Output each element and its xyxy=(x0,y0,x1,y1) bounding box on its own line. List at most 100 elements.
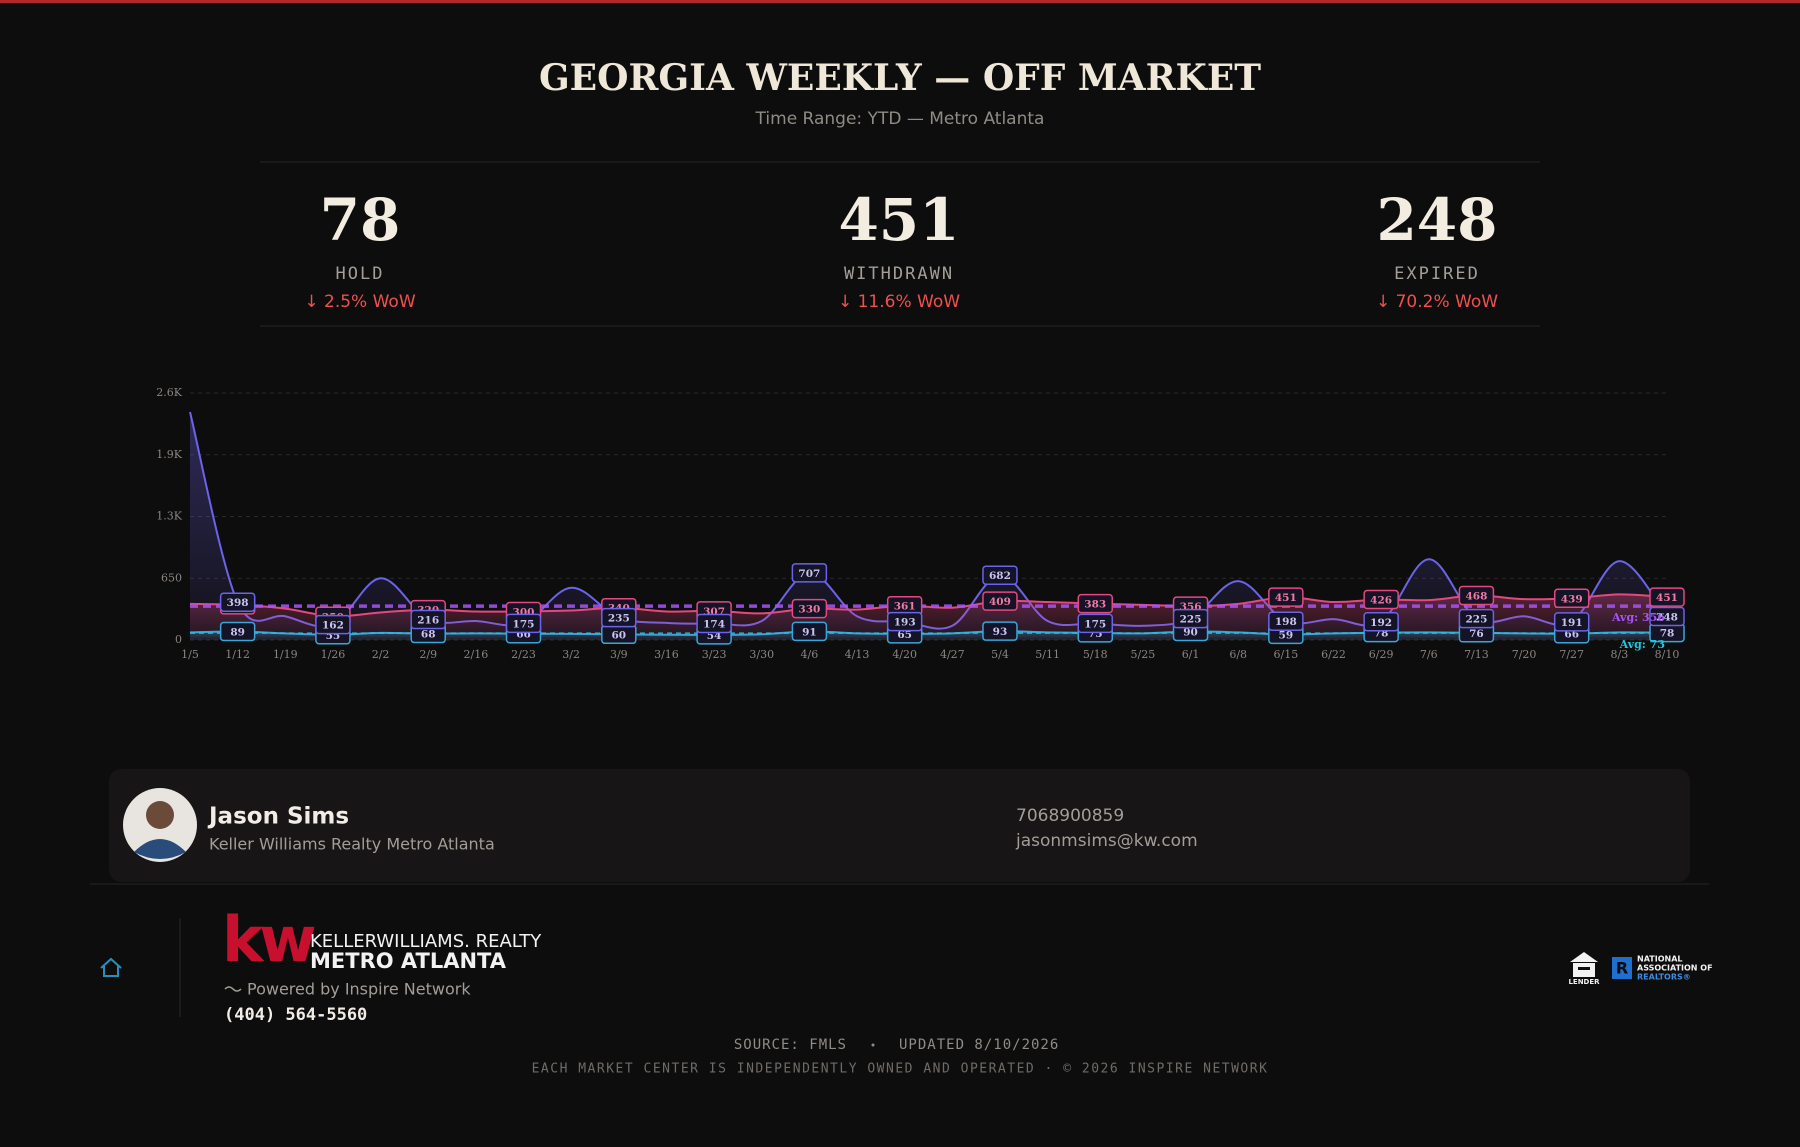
data-label: 216 xyxy=(417,614,439,626)
data-label-box xyxy=(696,613,732,634)
average-label: Avg: 73 xyxy=(1619,638,1665,651)
y-tick-label: 2.6K xyxy=(156,386,182,399)
agent-card xyxy=(109,769,1690,882)
x-tick-label: 4/6 xyxy=(801,648,819,661)
x-tick-label: 1/26 xyxy=(321,648,346,661)
data-label: 191 xyxy=(1561,617,1583,629)
kw-logo-mark: kw xyxy=(222,903,315,976)
data-label-box xyxy=(982,591,1018,611)
data-label-box xyxy=(601,607,637,628)
data-label: 235 xyxy=(608,613,630,625)
kw-logo-brand: KELLERWILLIAMS. REALTY xyxy=(310,931,542,952)
data-label: 426 xyxy=(1370,595,1392,607)
data-label: 59 xyxy=(1279,629,1294,641)
nar-text: REALTORS® xyxy=(1637,973,1691,982)
kpi-row: 78 HOLD ↓ 2.5% WoW 451 WITHDRAWN ↓ 11.6% WoW 2… xyxy=(304,186,1498,312)
data-label-box xyxy=(1363,612,1399,632)
data-label: 451 xyxy=(1275,592,1297,604)
data-label-box xyxy=(791,563,828,583)
x-tick-label: 7/20 xyxy=(1512,648,1537,661)
x-tick-label: 1/19 xyxy=(273,648,298,661)
x-tick-label: 4/13 xyxy=(845,648,870,661)
data-label: 225 xyxy=(1465,614,1487,626)
x-tick-label: 1/12 xyxy=(225,648,250,661)
source: SOURCE: FMLS xyxy=(734,1037,847,1053)
nar-text: ASSOCIATION OF xyxy=(1637,964,1713,973)
x-tick-label: 2/2 xyxy=(372,648,390,661)
x-tick-label: 6/8 xyxy=(1229,648,1247,661)
data-label: 225 xyxy=(1180,614,1202,626)
nar-text: NATIONAL xyxy=(1637,955,1682,964)
kpi-change: ↓ 11.6% WoW xyxy=(838,292,960,312)
data-label-box xyxy=(1172,608,1209,629)
data-label-box xyxy=(791,598,828,619)
kw-logo-office: METRO ATLANTA xyxy=(310,949,507,973)
equal-housing-text: LENDER xyxy=(1568,978,1600,986)
agent-company: Keller Williams Realty Metro Atlanta xyxy=(209,835,495,854)
x-tick-label: 3/23 xyxy=(702,648,727,661)
powered-icon xyxy=(224,986,242,992)
x-tick-label: 5/11 xyxy=(1035,648,1060,661)
avatar-head xyxy=(146,801,174,829)
title: GEORGIA WEEKLY — OFF MARKET xyxy=(539,57,1261,99)
data-label: 93 xyxy=(993,626,1008,638)
kpi-value: 451 xyxy=(838,186,959,254)
data-label: 192 xyxy=(1370,617,1392,629)
kpi-label: EXPIRED xyxy=(1394,264,1480,284)
data-label: 361 xyxy=(894,601,916,613)
x-tick-label: 7/27 xyxy=(1559,648,1584,661)
updated: UPDATED 8/10/2026 xyxy=(899,1037,1059,1053)
y-tick-label: 650 xyxy=(161,571,182,584)
data-label: 707 xyxy=(798,568,820,580)
data-label: 248 xyxy=(1656,611,1678,623)
x-tick-label: 6/15 xyxy=(1273,648,1298,661)
avatar-body xyxy=(134,839,186,859)
top-bar xyxy=(0,0,1800,3)
x-tick-label: 8/10 xyxy=(1655,648,1680,661)
disclaimer: EACH MARKET CENTER IS INDEPENDENTLY OWNE… xyxy=(532,1062,1269,1077)
x-tick-label: 5/25 xyxy=(1131,648,1156,661)
data-label-box xyxy=(219,621,256,642)
equal-housing-roof xyxy=(1570,952,1598,962)
data-label: 66 xyxy=(1564,629,1579,641)
data-label-box xyxy=(1649,587,1685,607)
average-label: Avg: 356 xyxy=(1611,611,1665,624)
data-label: 468 xyxy=(1465,591,1487,603)
y-tick-label: 1.3K xyxy=(156,510,182,523)
powered-by: Powered by Inspire Network xyxy=(247,980,471,999)
agent-name: Jason Sims xyxy=(207,804,349,830)
data-label: 398 xyxy=(227,597,249,609)
data-label: 89 xyxy=(230,627,245,639)
data-label-box xyxy=(315,614,351,635)
data-label-box xyxy=(1268,587,1304,607)
x-tick-label: 4/27 xyxy=(940,648,965,661)
data-label-box xyxy=(1268,611,1304,631)
x-tick-label: 7/13 xyxy=(1464,648,1489,661)
data-label: 451 xyxy=(1656,592,1678,604)
kpi-change: ↓ 2.5% WoW xyxy=(304,292,415,312)
data-label-box xyxy=(1649,606,1685,627)
y-tick-label: 1.9K xyxy=(156,448,182,461)
data-label: 162 xyxy=(322,620,344,632)
agent-phone: 7068900859 xyxy=(1016,806,1124,826)
x-tick-label: 2/9 xyxy=(419,648,437,661)
kpi-label: WITHDRAWN xyxy=(844,264,954,284)
x-tick-label: 2/16 xyxy=(464,648,489,661)
x-tick-label: 7/6 xyxy=(1420,648,1438,661)
data-label: 409 xyxy=(989,596,1011,608)
data-label: 175 xyxy=(513,618,535,630)
data-label-box xyxy=(791,621,828,642)
x-tick-label: 8/3 xyxy=(1611,648,1629,661)
separator-dot xyxy=(871,1043,875,1047)
data-label-box xyxy=(886,611,923,632)
data-label-box xyxy=(410,609,446,630)
equal-housing-logo: LENDER xyxy=(1568,952,1600,986)
x-tick-label: 3/16 xyxy=(654,648,679,661)
data-label: 682 xyxy=(989,570,1011,582)
x-tick-label: 6/22 xyxy=(1321,648,1346,661)
data-label: 439 xyxy=(1561,593,1583,605)
data-label-box xyxy=(982,621,1018,641)
data-label: 68 xyxy=(421,629,436,641)
